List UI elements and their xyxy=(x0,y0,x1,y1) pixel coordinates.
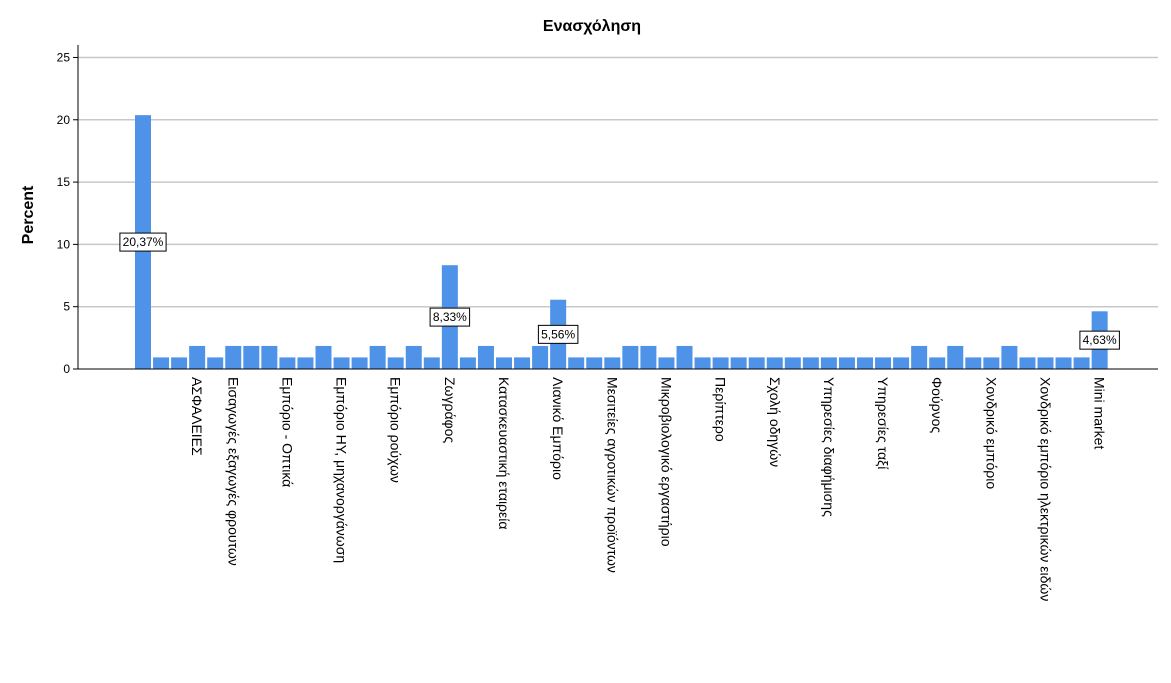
data-label-text: 4,63% xyxy=(1083,333,1117,347)
bar xyxy=(387,357,404,369)
axes xyxy=(73,45,1158,370)
bar xyxy=(604,357,621,369)
bar xyxy=(279,357,296,369)
bar xyxy=(838,357,855,369)
bar xyxy=(911,345,928,369)
bar xyxy=(171,357,188,369)
data-label-box xyxy=(1079,330,1120,350)
y-tick-label: 15 xyxy=(57,175,71,189)
data-label-box xyxy=(119,232,167,252)
chart-title: Ενασχόληση xyxy=(543,18,641,35)
bar xyxy=(243,345,260,369)
bar xyxy=(189,345,206,369)
data-label: 20,37% xyxy=(119,232,167,252)
bar xyxy=(748,357,765,369)
x-tick-label: Εμπόριο ΗΥ, μηχανοργάνωση xyxy=(334,377,350,563)
x-tick-labels: ΑΣΦΑΛΕΙΕΣ Εισαγωγές εξαγωγές φρουτων Εμπόρ… xyxy=(189,377,1108,601)
bar xyxy=(875,357,892,369)
x-tick-label: Εισαγωγές εξαγωγές φρουτων xyxy=(225,377,241,566)
data-label-box xyxy=(429,307,471,327)
bar xyxy=(207,357,224,369)
data-label: 8,33% xyxy=(429,307,471,327)
bar xyxy=(225,345,242,369)
bar xyxy=(405,345,422,369)
x-tick-label: Φούρνος xyxy=(929,377,945,433)
bar xyxy=(658,357,675,369)
bar xyxy=(261,345,278,369)
bar xyxy=(820,357,837,369)
bar xyxy=(640,345,657,369)
bar xyxy=(1073,357,1090,369)
bar xyxy=(586,357,603,369)
bar xyxy=(802,357,819,369)
x-tick-label: Εμπόριο - Οπτικά xyxy=(279,377,295,487)
y-tick-label: 25 xyxy=(57,50,71,64)
bar xyxy=(983,357,1000,369)
bar xyxy=(369,345,386,369)
x-tick-label: Περίπτερο xyxy=(713,377,729,442)
x-tick-label: Υπηρεσίες ταξί xyxy=(875,377,891,469)
data-label-text: 20,37% xyxy=(123,235,164,249)
bar xyxy=(514,357,531,369)
data-label-text: 8,33% xyxy=(433,310,467,324)
bar xyxy=(568,357,585,369)
bar xyxy=(351,357,368,369)
bar xyxy=(1019,357,1036,369)
y-tick-labels: 0 5 10 15 20 25 xyxy=(57,50,71,376)
bar xyxy=(857,357,873,369)
bar xyxy=(676,345,693,369)
bar xyxy=(947,345,964,369)
y-tick-label: 10 xyxy=(57,237,71,251)
x-tick-label: Χονδρικό εμπόριο ηλεκτρικών ειδών xyxy=(1038,377,1054,601)
bar xyxy=(459,357,476,369)
x-tick-label: Ζωγράφος xyxy=(442,377,458,443)
bar xyxy=(315,345,332,369)
x-tick-label: Σχολή οδηγών xyxy=(767,377,783,467)
bar xyxy=(153,357,170,369)
bar xyxy=(893,357,910,369)
x-tick-label: Mini market xyxy=(1092,377,1108,449)
x-tick-label: Υπηρεσίες διαφήμισης xyxy=(821,377,837,517)
bar xyxy=(784,357,801,369)
bar xyxy=(712,357,729,369)
bar xyxy=(965,357,982,369)
x-tick-label: Εμπόριο ρούχων xyxy=(388,377,404,483)
y-tick-label: 0 xyxy=(63,362,70,376)
data-labels: 20,37% 8,33% 5,56% 4,63% xyxy=(119,232,1120,350)
x-tick-label: Λιανικό Εμπόριο xyxy=(550,377,566,480)
data-label: 5,56% xyxy=(537,324,579,344)
data-label: 4,63% xyxy=(1079,330,1120,350)
x-tick-label: Χονδρικό εμπόριο xyxy=(983,377,999,489)
x-tick-label: Μεσιτείες αγροτικών προϊόντων xyxy=(604,377,620,573)
bar xyxy=(1001,345,1018,369)
y-tick-label: 5 xyxy=(63,300,70,314)
bar xyxy=(496,357,512,369)
x-tick-label: Κατασκευαστική εταιρεία xyxy=(496,377,512,529)
bar xyxy=(477,345,494,369)
bar xyxy=(333,357,350,369)
gridlines xyxy=(78,56,1158,308)
y-tick-label: 20 xyxy=(57,113,71,127)
bar xyxy=(929,357,946,369)
data-label-box xyxy=(537,324,579,344)
bar xyxy=(1055,357,1072,369)
bar xyxy=(730,357,747,369)
bar xyxy=(423,357,440,369)
x-tick-label: ΑΣΦΑΛΕΙΕΣ xyxy=(189,377,205,456)
bar xyxy=(1037,357,1054,369)
bar xyxy=(766,357,783,369)
bar xyxy=(297,357,314,369)
y-axis-label: Percent xyxy=(20,185,37,244)
data-label-text: 5,56% xyxy=(541,327,575,341)
bar xyxy=(622,345,639,369)
bar xyxy=(532,345,549,369)
bar xyxy=(694,357,711,369)
x-tick-label: Μικροβιολογικό εργαστήριο xyxy=(658,377,674,547)
